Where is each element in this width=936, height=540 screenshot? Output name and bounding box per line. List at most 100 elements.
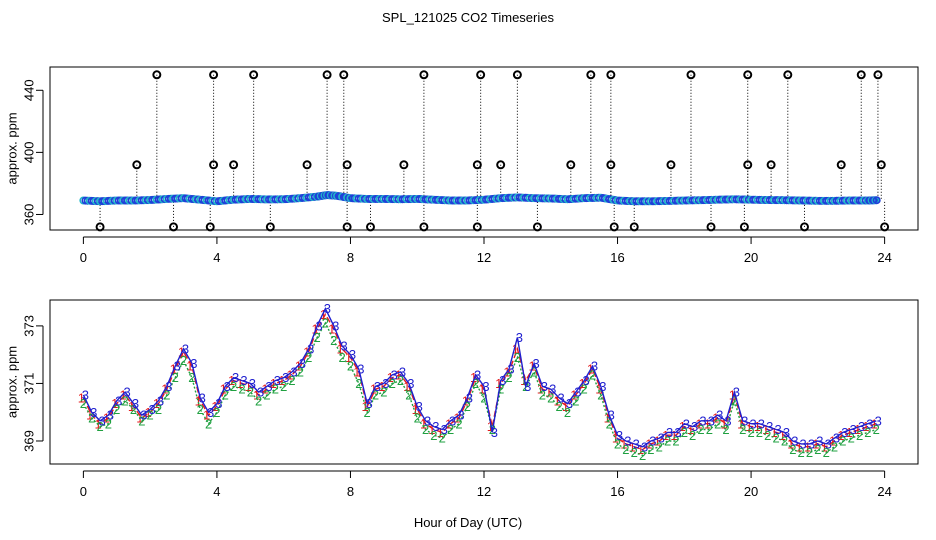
x-tick-label: 4 xyxy=(213,484,220,499)
outlier-point xyxy=(302,160,312,170)
series-point-label: 1 xyxy=(620,436,627,451)
series-point-label: 3 xyxy=(157,393,164,408)
series-point-label: 2 xyxy=(572,393,579,408)
series-point-label: 1 xyxy=(704,416,711,431)
series-point-label: 1 xyxy=(378,379,385,394)
series-point-label: 2 xyxy=(372,387,379,402)
outlier-point xyxy=(876,160,886,170)
series-point-label: 2 xyxy=(697,422,704,437)
series-point-label: 3 xyxy=(624,434,631,449)
x-tick-label: 8 xyxy=(347,484,354,499)
outlier-point xyxy=(209,160,219,170)
x-tick-label: 4 xyxy=(213,250,220,265)
series-point-label: 2 xyxy=(647,442,654,457)
x-tick-label: 0 xyxy=(80,250,87,265)
x-axis-label: Hour of Day (UTC) xyxy=(414,515,522,530)
x-tick-label: 8 xyxy=(347,250,354,265)
series-point-label: 3 xyxy=(174,359,181,374)
series-point-label: 2 xyxy=(272,382,279,397)
series-point-label: 3 xyxy=(215,396,222,411)
series-point-label: 2 xyxy=(464,399,471,414)
series-point-label: 2 xyxy=(213,405,220,420)
series-point-label: 1 xyxy=(362,399,369,414)
series-point-label: 2 xyxy=(722,422,729,437)
outlier-point xyxy=(205,222,215,232)
series-point-label: 3 xyxy=(749,416,756,431)
series-point-label: 3 xyxy=(265,379,272,394)
series-point-label: 2 xyxy=(631,445,638,460)
series-point-label: 3 xyxy=(833,431,840,446)
series-point-label: 3 xyxy=(699,413,706,428)
series-point-label: 2 xyxy=(288,373,295,388)
series-point-label: 3 xyxy=(591,359,598,374)
series-point-label: 1 xyxy=(336,341,343,356)
series-point-label: 3 xyxy=(516,330,523,345)
series-point-label: 3 xyxy=(557,390,564,405)
series-point-label: 1 xyxy=(553,393,560,408)
outlier-point xyxy=(342,160,352,170)
series-point-label: 3 xyxy=(658,431,665,446)
series-point-label: 1 xyxy=(670,428,677,443)
y-tick-label: 400 xyxy=(22,142,37,164)
series-point-label: 2 xyxy=(313,330,320,345)
series-point-label: 3 xyxy=(282,370,289,385)
x-axis: 0 4 8 12 16 20 24 xyxy=(80,470,892,499)
series-point-label: 2 xyxy=(255,393,262,408)
outlier-point xyxy=(342,222,352,232)
series-point-label: 3 xyxy=(416,399,423,414)
series-point-label: 3 xyxy=(98,413,105,428)
series-point-label: 2 xyxy=(130,402,137,417)
series-point-label: 1 xyxy=(253,387,260,402)
series-point-label: 1 xyxy=(720,416,727,431)
series-point-label: 1 xyxy=(278,373,285,388)
series-point-label: 1 xyxy=(437,425,444,440)
outlier-point xyxy=(739,222,749,232)
outlier-point xyxy=(95,222,105,232)
series-point-label: 3 xyxy=(299,356,306,371)
series-spikes-mid xyxy=(132,160,886,200)
outlier-point xyxy=(743,160,753,170)
series-point-label: 2 xyxy=(614,436,621,451)
series-point-label: 2 xyxy=(505,370,512,385)
outlier-point xyxy=(419,70,429,80)
outlier-point xyxy=(399,160,409,170)
series-point-label: 2 xyxy=(831,439,838,454)
series-point-label: 2 xyxy=(297,364,304,379)
series-point-label: 3 xyxy=(583,373,590,388)
outlier-point xyxy=(783,70,793,80)
series-point-label: 3 xyxy=(107,408,114,423)
series-point-label: 2 xyxy=(80,396,87,411)
series-point-label: 2 xyxy=(105,416,112,431)
series-point-label: 2 xyxy=(380,385,387,400)
series-point-label: 2 xyxy=(155,402,162,417)
series-point-label: 3 xyxy=(541,379,548,394)
series-point-label: 3 xyxy=(424,413,431,428)
series-point-label: 2 xyxy=(88,411,95,426)
series-point-label: 2 xyxy=(497,382,504,397)
y-tick-label: 440 xyxy=(22,79,37,101)
series-point-label: 1 xyxy=(821,439,828,454)
series-point-label: 3 xyxy=(432,419,439,434)
series-point-label: 2 xyxy=(672,434,679,449)
series-point-label: 3 xyxy=(290,364,297,379)
series-point-label: 1 xyxy=(829,434,836,449)
series-point-label: 1 xyxy=(170,362,177,377)
series-point-label: 2 xyxy=(330,333,337,348)
series-point-label: 2 xyxy=(555,399,562,414)
outlier-point xyxy=(132,160,142,170)
y-axis: 369 371 373 xyxy=(22,315,44,452)
series-point-label: 3 xyxy=(774,422,781,437)
outlier-point xyxy=(743,70,753,80)
series-point-label: 3 xyxy=(758,416,765,431)
x-tick-label: 20 xyxy=(744,250,758,265)
series-point-label: 3 xyxy=(825,436,832,451)
series-point-label: 1 xyxy=(428,422,435,437)
series-point-label: 1 xyxy=(353,364,360,379)
series-spikes-high xyxy=(152,70,883,200)
series-point-label: 2 xyxy=(230,379,237,394)
series-point-label: 1 xyxy=(762,422,769,437)
series-point-label: 2 xyxy=(422,422,429,437)
series-point-label: 1 xyxy=(203,408,210,423)
outlier-point xyxy=(229,160,239,170)
series-point-label: 1 xyxy=(403,379,410,394)
